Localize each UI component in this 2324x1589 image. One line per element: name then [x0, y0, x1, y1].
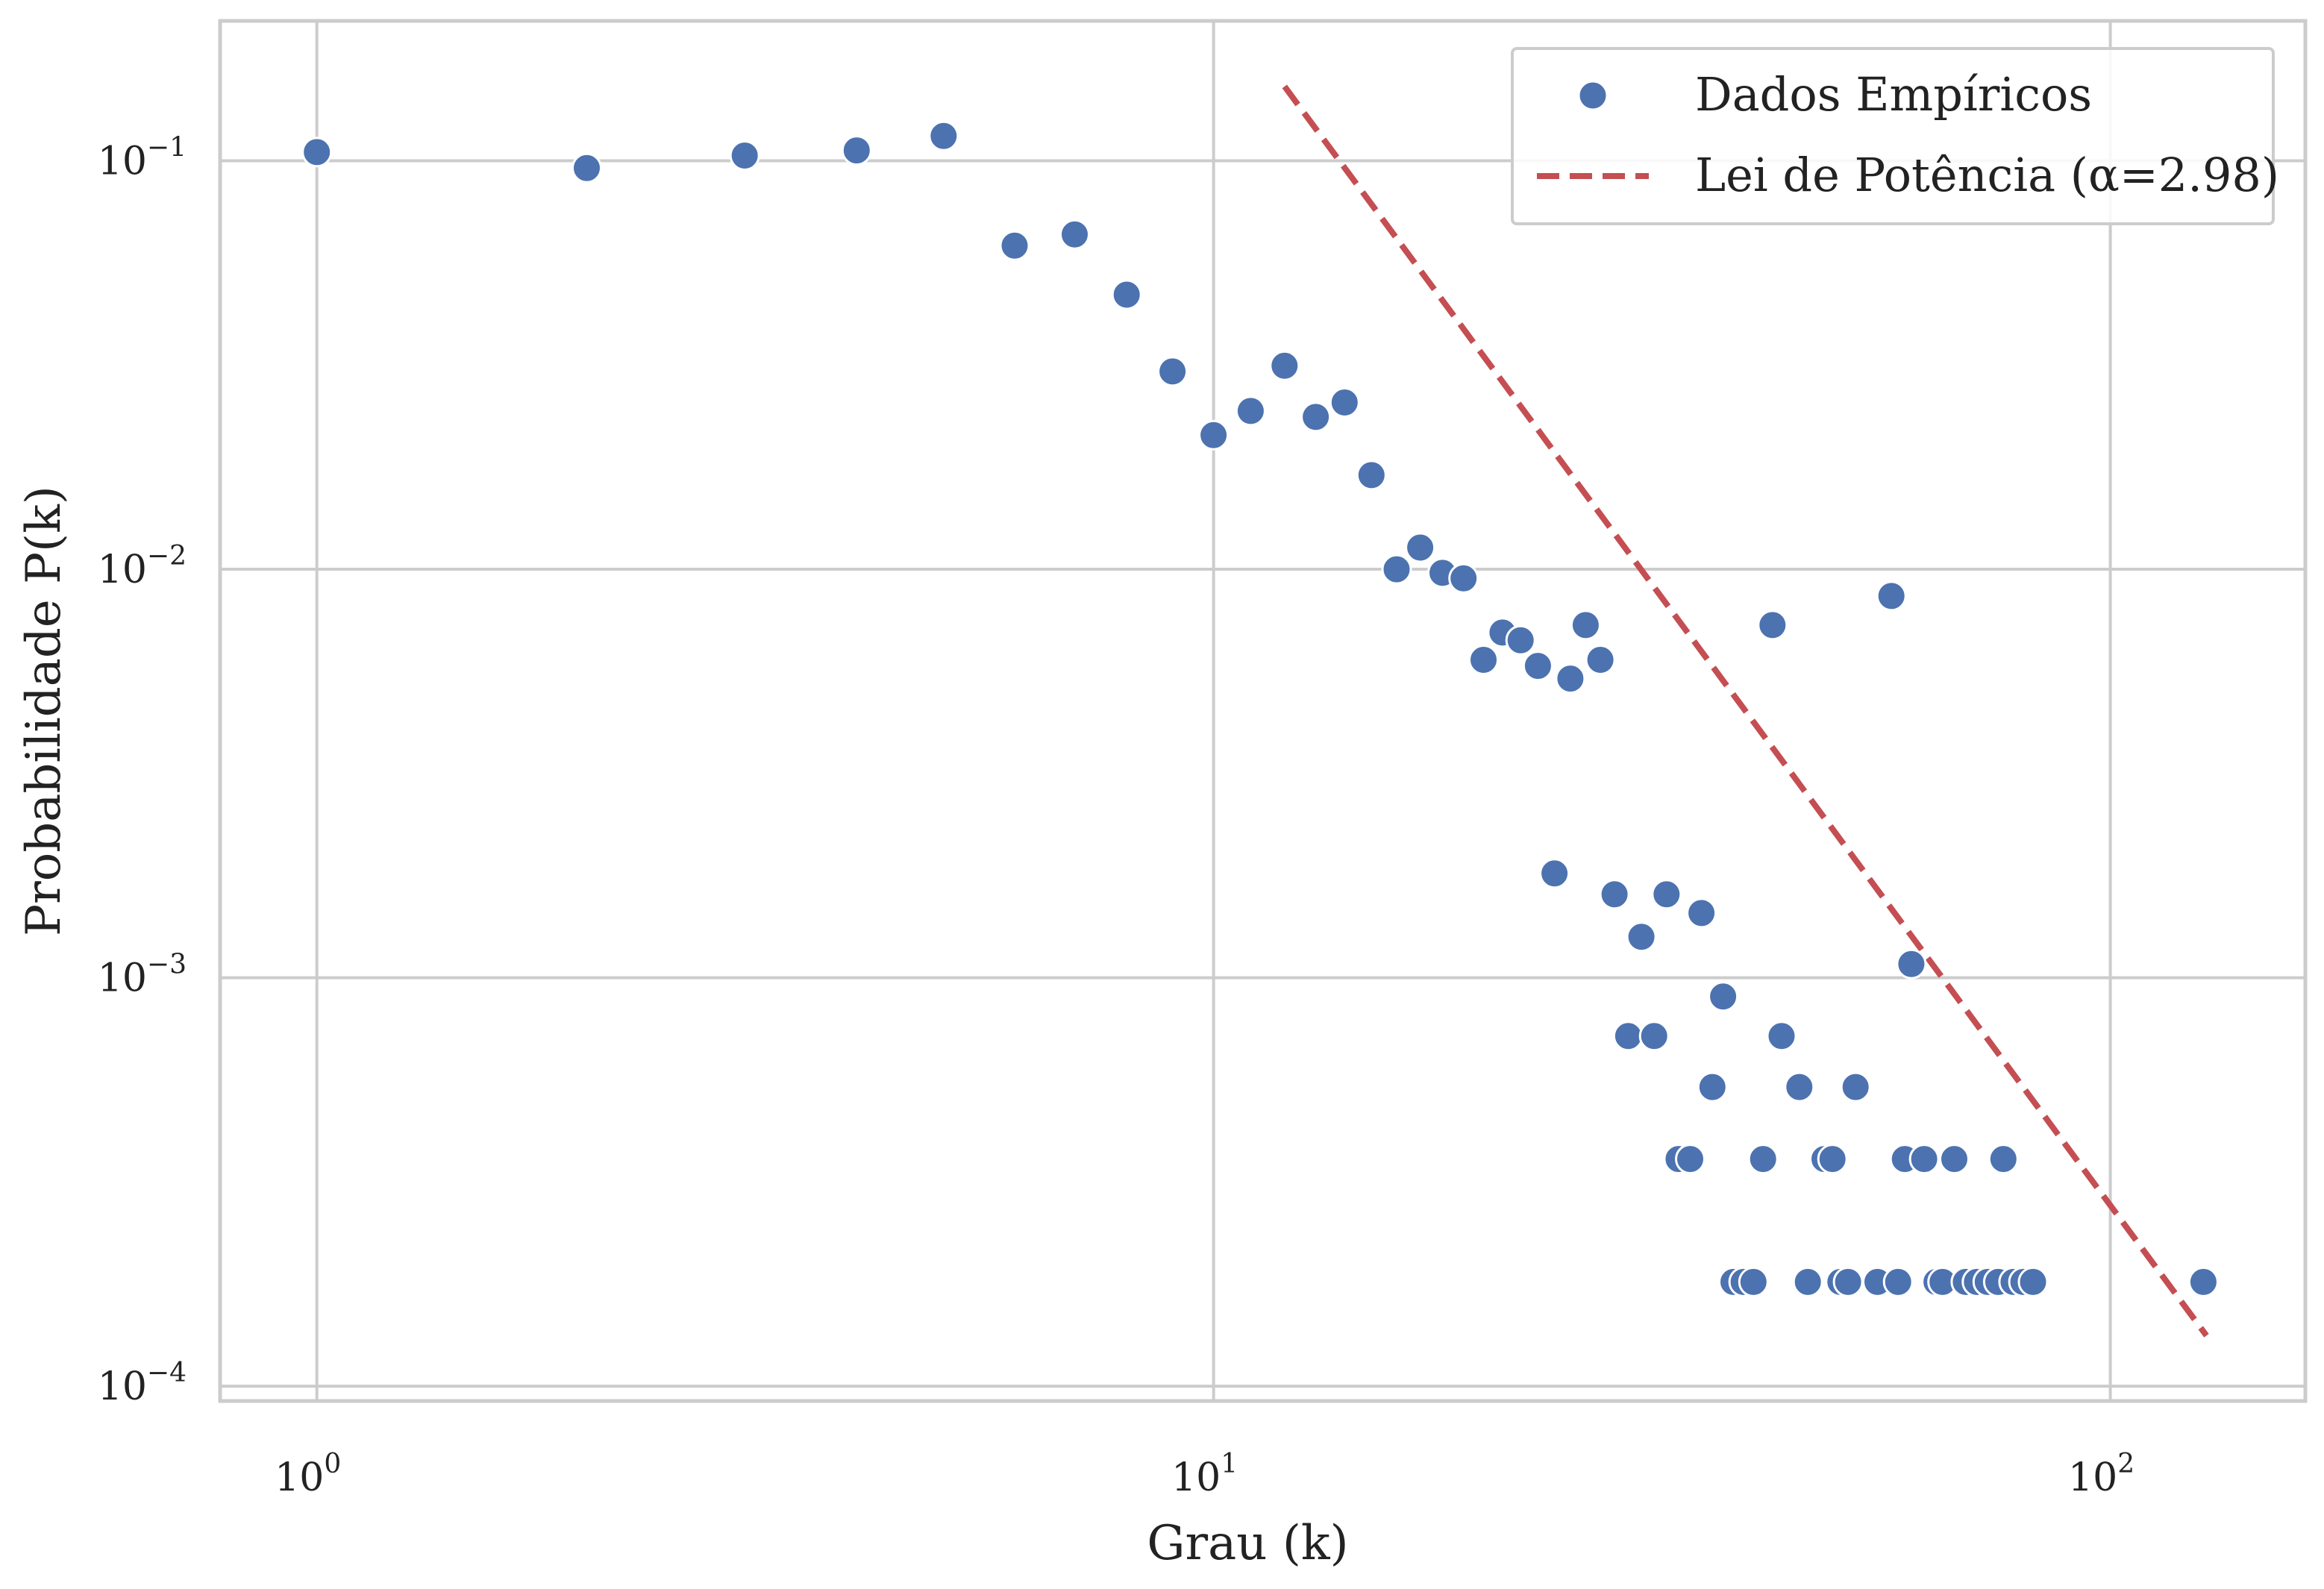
x-axis-label: Grau (k)	[1147, 1516, 1348, 1571]
data-point	[1747, 1144, 1779, 1175]
data-point	[1792, 1266, 1823, 1297]
grid	[220, 21, 2305, 1401]
data-point	[1908, 1144, 1940, 1175]
data-point	[1329, 387, 1360, 418]
x-tick-label: 100	[275, 1449, 341, 1500]
data-point	[1235, 395, 1266, 427]
data-point	[1766, 1021, 1797, 1052]
data-point	[1697, 1071, 1728, 1103]
data-point	[1817, 1144, 1848, 1175]
data-point	[2187, 1266, 2219, 1297]
data-point	[1708, 981, 1739, 1012]
data-point	[1356, 460, 1387, 491]
data-point	[1468, 645, 1499, 675]
data-point	[1300, 401, 1332, 433]
data-point	[1876, 580, 1907, 612]
legend-label-line: Lei de Potência (α=2.98)	[1695, 148, 2279, 202]
data-point	[1738, 1266, 1769, 1297]
data-point	[1988, 1144, 2019, 1175]
x-axis-ticks: 100 101 102	[275, 1449, 2134, 1500]
data-point	[1896, 948, 1927, 980]
y-tick-label: 10−3	[98, 950, 187, 1001]
data-point	[1675, 1144, 1706, 1175]
data-point	[1539, 858, 1570, 889]
data-point	[1638, 1021, 1670, 1052]
data-point	[1555, 663, 1586, 695]
data-point	[1381, 554, 1412, 585]
data-point	[1448, 562, 1479, 594]
data-point	[999, 230, 1030, 261]
data-point	[1522, 651, 1553, 682]
data-point	[928, 120, 959, 151]
x-tick-label: 101	[1171, 1449, 1238, 1500]
y-axis-ticks: 10−1 10−2 10−3 10−4	[98, 132, 187, 1409]
power-law-line	[1282, 84, 2209, 1338]
data-point	[1757, 609, 1788, 641]
legend-label-scatter: Dados Empíricos	[1695, 67, 2092, 122]
data-point	[1882, 1266, 1914, 1297]
data-point	[1612, 1021, 1644, 1052]
y-tick-label: 10−4	[98, 1358, 187, 1409]
legend-box	[1511, 47, 2275, 225]
data-point	[1626, 921, 1657, 953]
data-point	[1059, 219, 1090, 250]
data-point	[1840, 1071, 1871, 1103]
data-point	[729, 140, 760, 171]
data-point	[841, 135, 872, 166]
data-point	[1686, 897, 1717, 929]
x-tick-label: 102	[2068, 1449, 2134, 1500]
data-point	[1570, 609, 1601, 641]
data-point	[1939, 1144, 1970, 1175]
power-law-fit	[1282, 84, 2209, 1338]
data-point	[1599, 879, 1630, 910]
data-point	[1585, 645, 1616, 675]
data-point	[2017, 1266, 2049, 1297]
scatter-points	[301, 120, 2219, 1297]
data-point	[301, 137, 333, 168]
data-point	[1784, 1071, 1815, 1103]
y-tick-label: 10−2	[98, 541, 187, 592]
data-point	[1198, 419, 1230, 451]
data-point	[1111, 279, 1142, 310]
data-point	[1157, 356, 1188, 387]
data-point	[1505, 624, 1536, 656]
plot-frame	[218, 19, 2308, 1403]
data-point	[1269, 350, 1300, 381]
data-point	[1651, 879, 1682, 910]
data-point	[1405, 532, 1436, 563]
y-axis-label: Probabilidade P(k)	[16, 486, 72, 936]
y-tick-label: 10−1	[98, 132, 187, 184]
data-point	[1832, 1266, 1864, 1297]
legend-marker-scatter	[1577, 80, 1609, 111]
legend: Dados Empíricos Lei de Potência (α=2.98)	[1511, 47, 2279, 225]
data-point	[571, 152, 602, 184]
